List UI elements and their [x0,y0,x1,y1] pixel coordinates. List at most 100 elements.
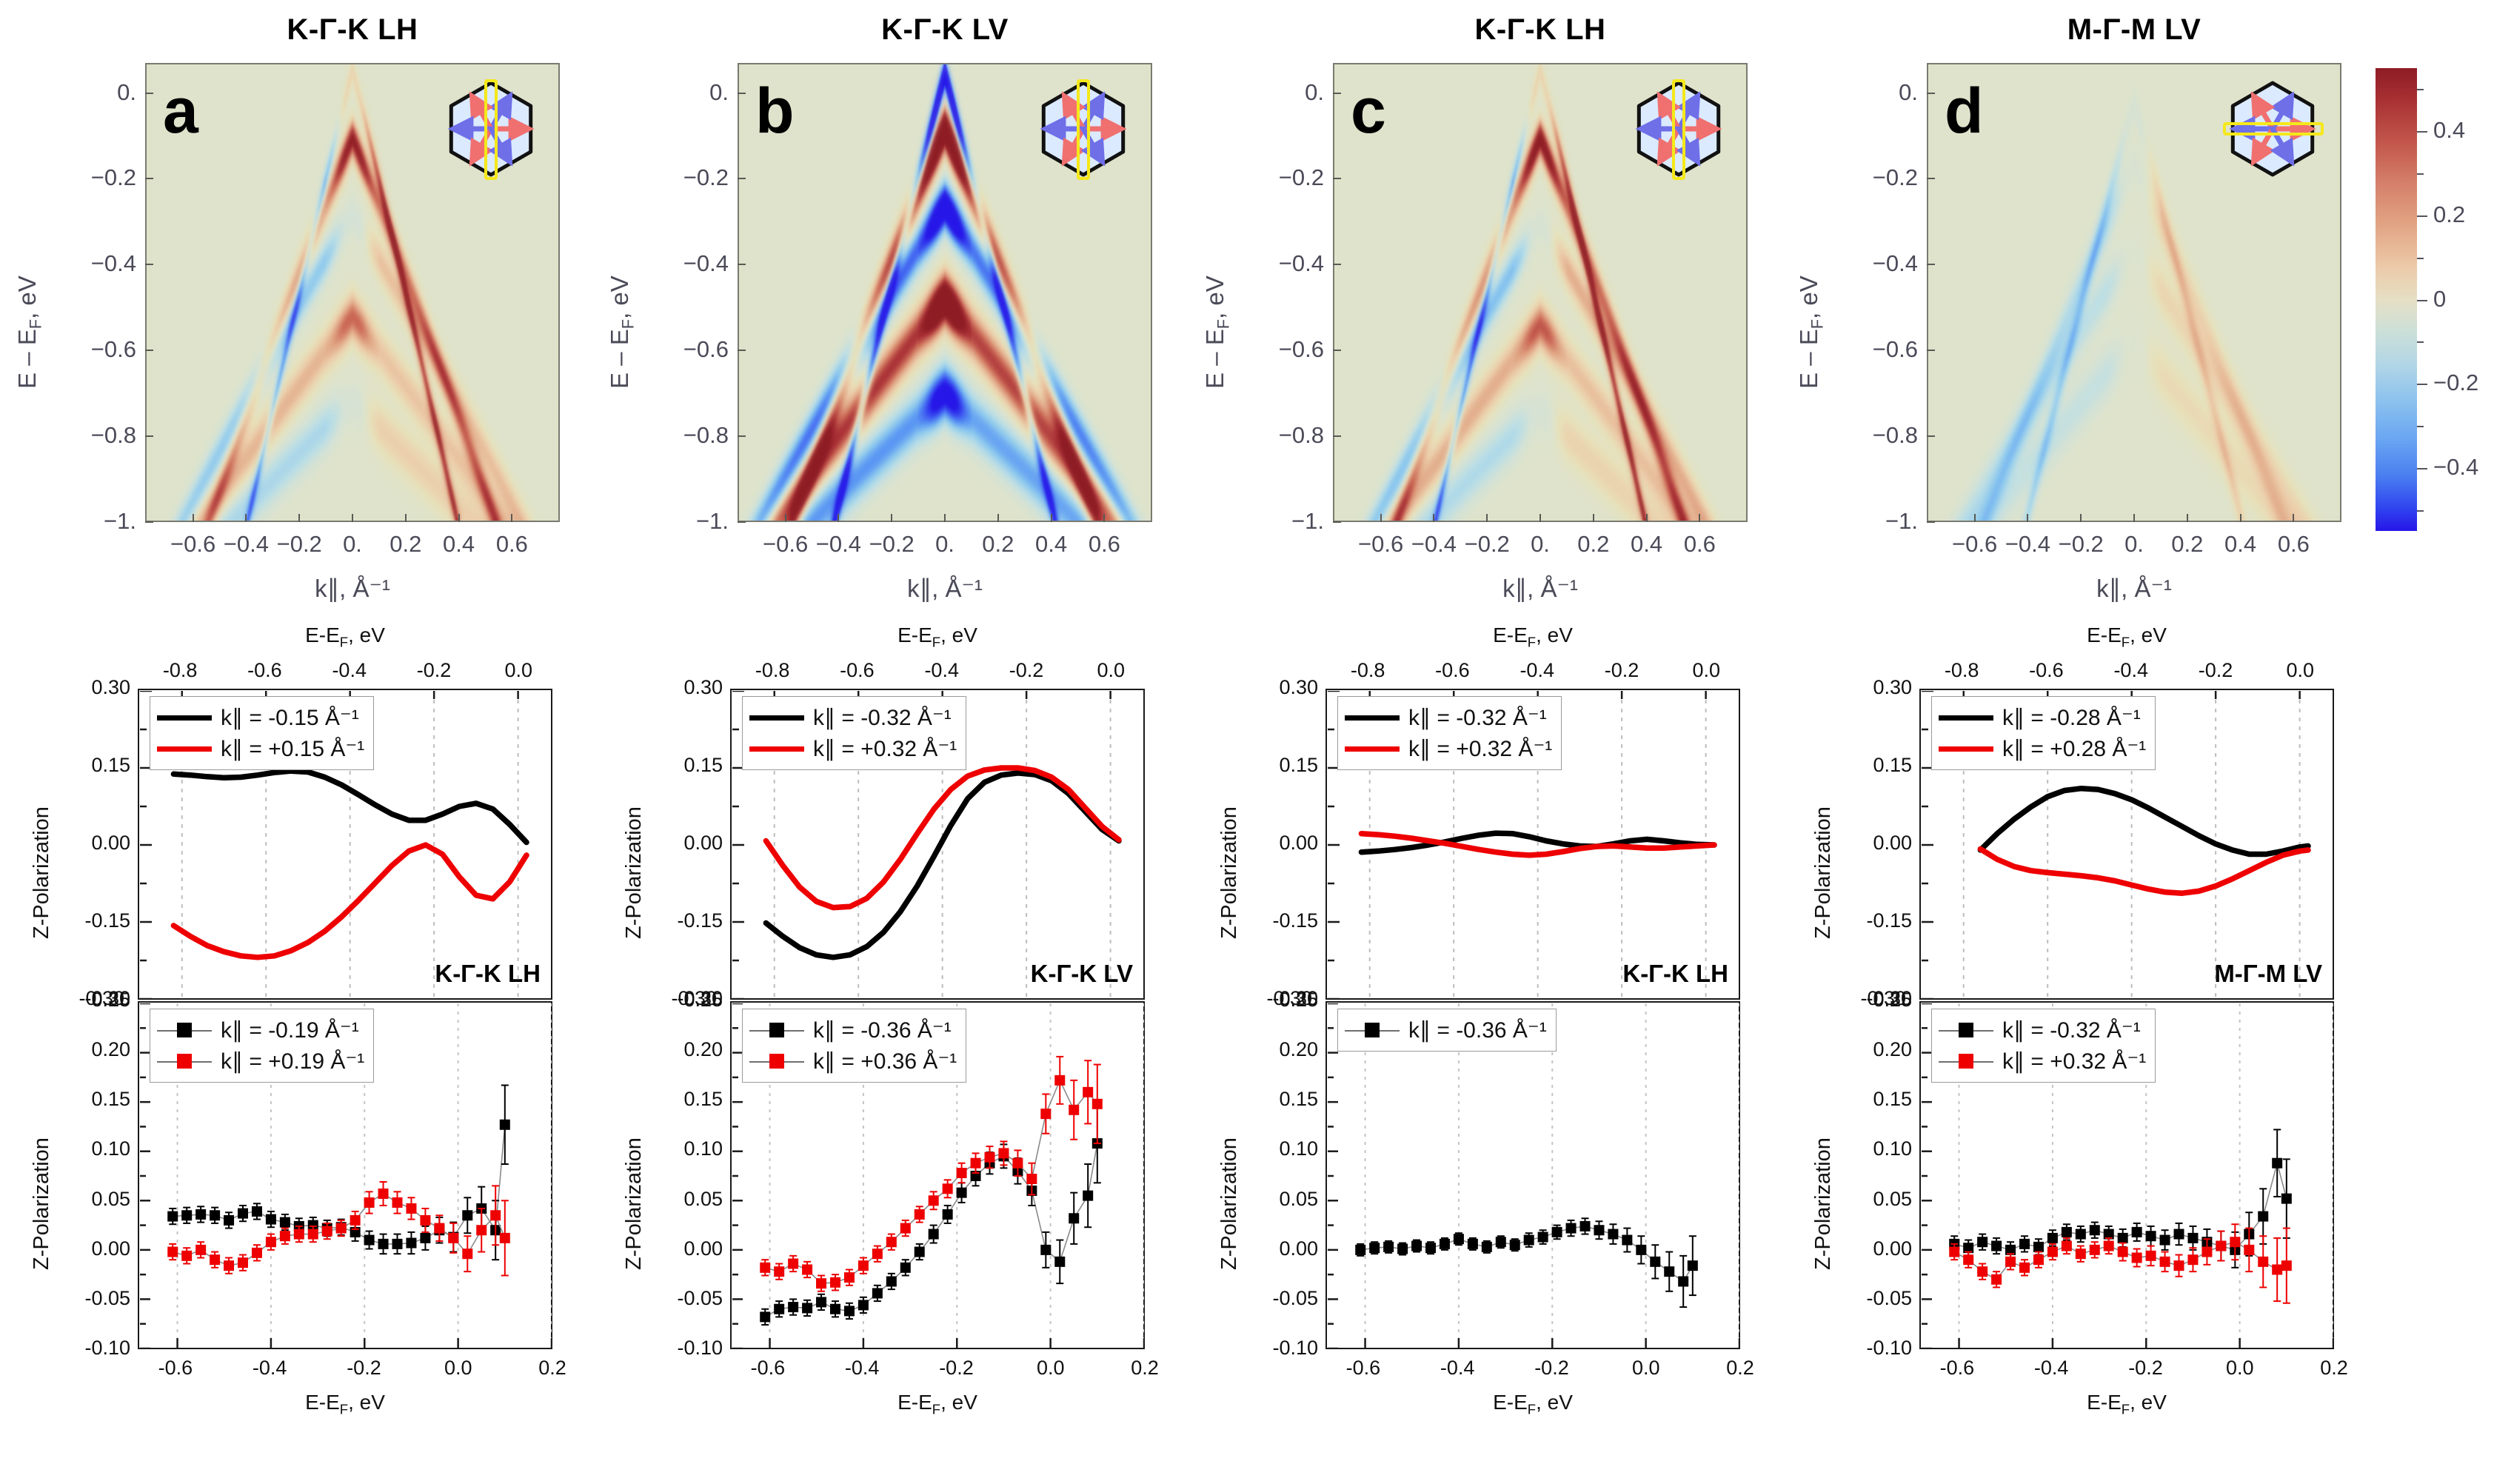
line-xtick-b-0: -0.8 [755,659,790,681]
heatmap-ytickmark-d-4 [1927,435,1935,438]
line-ytick-a-0: 0.30 [91,676,130,698]
heatmap-xtick-c-3: 0. [1531,531,1550,557]
heatmap-xtick-c-5: 0.4 [1631,531,1663,557]
line-xtick-a-3: -0.2 [416,659,452,681]
scatter-ytick-d-4: 0.05 [1873,1187,1912,1210]
scatter-ytick-c-2: 0.15 [1279,1088,1318,1111]
heatmap-ytickmark-b-5 [738,521,746,523]
legend-marker-swatch [749,1023,804,1037]
heatmap-ytick-c-5: −1. [1291,508,1324,534]
heatmap-ylabel-c: E – EF, eV [1201,275,1233,389]
scatter-xtick-a-1: -0.4 [252,1357,287,1379]
heatmap-ytick-b-0: 0. [709,78,729,105]
heatmap-xtickmark-a-1 [245,514,247,522]
brillouin-zone-inset-b [1028,73,1139,184]
line-series-d-1 [1977,846,2311,896]
line-ytick-c-0: 0.30 [1279,676,1318,698]
scatter-xtick-a-2: -0.2 [347,1357,381,1379]
heatmap-xtick-b-2: −0.2 [869,531,915,557]
heatmap-xtickmark-d-6 [2293,514,2295,522]
line-plot-tag-b: K-Γ-K LV [1030,960,1133,987]
line-ytick-c-4: -0.30 [1272,987,1318,1009]
heatmap-xtick-a-0: −0.6 [170,531,216,557]
line-plot-svg-d [1922,691,2311,999]
scatter-xtick-d-4: 0.2 [2320,1357,2348,1379]
scatter-xtick-c-0: -0.6 [1345,1357,1381,1379]
scatter-xtick-d-0: -0.6 [1939,1357,1975,1379]
line-series-d-0 [1977,785,2311,858]
line-ylabel-b: Z-Polarization [622,806,646,939]
line-xtick-a-4: 0.0 [504,659,533,681]
legend-label: k∥ = +0.15 Å⁻¹ [221,736,365,761]
brillouin-zone-inset-d [2217,73,2328,184]
line-series-b-0 [763,770,1122,960]
line-xlabel-d: E-EF, eV [2087,624,2167,650]
heatmap-ytick-a-2: −0.4 [90,250,136,277]
line-xtick-b-4: 0.0 [1097,659,1126,681]
line-xtick-c-3: -0.2 [1604,659,1639,681]
scatter-ytick-a-4: 0.05 [91,1187,130,1210]
heatmap-xtickmark-c-3 [1539,514,1541,522]
heatmap-xtickmark-b-2 [891,514,893,522]
heatmap-xtick-a-2: −0.2 [276,531,322,557]
legend-row-c-0: k∥ = -0.32 Å⁻¹ [1345,702,1552,733]
heatmap-xtick-c-0: −0.6 [1358,531,1404,557]
scatter-xtick-c-1: -0.4 [1440,1357,1475,1379]
heatmap-ytick-c-4: −0.8 [1278,422,1324,449]
line-xtick-b-1: -0.6 [840,659,875,681]
colorbar-tickmark-2 [2417,299,2427,301]
heatmap-ylabel-b: E – EF, eV [606,275,638,389]
heatmap-ytickmark-c-3 [1333,350,1341,352]
scatter-ytick-a-6: -0.05 [84,1286,130,1309]
heatmap-ytick-a-1: −0.2 [90,164,136,191]
heatmap-ylabel-a: E – EF, eV [13,275,45,389]
legend-label: k∥ = -0.19 Å⁻¹ [221,1017,359,1043]
heatmap-xtick-b-1: −0.4 [815,531,861,557]
line-xtick-d-1: -0.6 [2029,659,2064,681]
legend-marker-swatch [157,1054,212,1069]
line-xtick-c-0: -0.8 [1350,659,1385,681]
line-plot-legend-c: k∥ = -0.32 Å⁻¹ k∥ = +0.32 Å⁻¹ [1337,696,1562,770]
legend-square [769,1054,784,1069]
scatter-plot-legend-c: k∥ = -0.36 Å⁻¹ [1337,1009,1557,1052]
heatmap-ytickmark-d-0 [1927,92,1935,94]
scatter-xtick-b-4: 0.2 [1131,1357,1159,1379]
heatmap-xtickmark-a-5 [458,514,460,522]
scatter-ytick-overlap-d: -0.30 [1860,987,1906,1009]
scatter-ylabel-c: Z-Polarization [1217,1137,1241,1270]
line-ytick-b-1: 0.15 [683,754,723,776]
column-title-a: K-Γ-K LH [287,13,418,46]
scatter-ytick-b-3: 0.10 [683,1137,723,1160]
colorbar-gradient [2376,68,2417,531]
heatmap-ytick-a-5: −1. [104,508,136,534]
scatter-ytick-b-2: 0.15 [683,1088,723,1111]
line-ytick-d-2: 0.00 [1873,832,1912,854]
heatmap-xtickmark-b-4 [997,514,999,522]
heatmap-ytick-d-0: 0. [1899,78,1918,105]
scatter-ytick-overlap-a: -0.30 [78,987,124,1009]
scatter-xtick-d-3: 0.0 [2225,1357,2254,1379]
heatmap-ytick-a-3: −0.6 [90,336,136,363]
scatter-xtick-a-4: 0.2 [538,1357,566,1379]
scatter-xtick-b-3: 0.0 [1036,1357,1065,1379]
scatter-ytick-a-7: -0.10 [84,1337,130,1359]
heatmap-ytickmark-a-1 [145,178,153,180]
legend-label: k∥ = +0.32 Å⁻¹ [1408,736,1553,761]
scatter-ytick-overlap-c: -0.30 [1266,987,1312,1009]
legend-label: k∥ = +0.36 Å⁻¹ [813,1049,957,1074]
panel-letter-c: c [1351,76,1386,147]
heatmap-ytickmark-d-1 [1927,178,1935,180]
heatmap-ytickmark-b-3 [738,350,746,352]
heatmap-ytick-d-3: −0.6 [1872,336,1918,363]
heatmap-ytick-b-4: −0.8 [683,422,729,449]
scatter-series-a-1 [167,1180,510,1277]
heatmap-ytick-c-3: −0.6 [1278,336,1324,363]
scatter-legend-row-a-0: k∥ = -0.19 Å⁻¹ [157,1015,364,1046]
line-plot-tag-d: M-Γ-M LV [2214,960,2322,987]
heatmap-xlabel-c: k∥, Å⁻¹ [1502,575,1578,602]
line-ytick-c-1: 0.15 [1279,754,1318,776]
legend-square [1959,1023,1973,1037]
heatmap-ytick-d-2: −0.4 [1872,250,1918,277]
line-xlabel-c: E-EF, eV [1493,624,1573,650]
scatter-ytick-c-0: 0.25 [1279,989,1318,1011]
